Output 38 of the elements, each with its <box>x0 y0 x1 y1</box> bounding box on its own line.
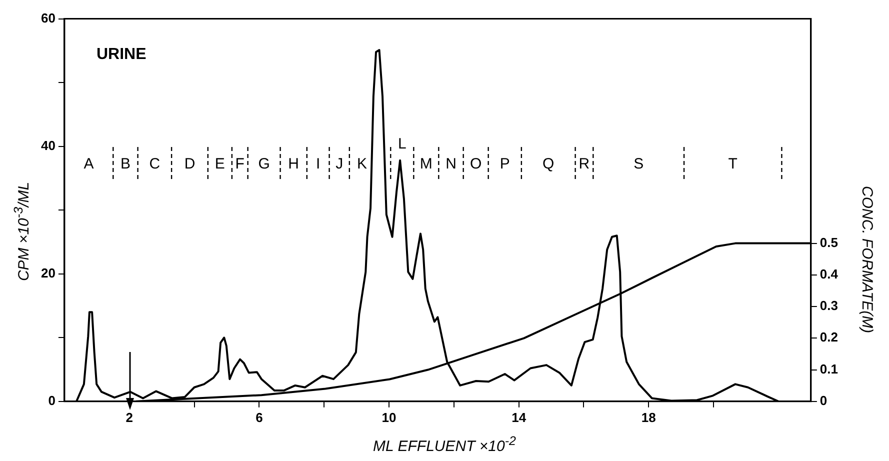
annotation: O <box>470 155 482 172</box>
annotation: C <box>149 155 160 172</box>
x-tick-label: 18 <box>641 410 656 425</box>
y2-tick-label: 0.1 <box>820 361 838 376</box>
annotation: G <box>258 155 270 172</box>
y-tick-label: 40 <box>40 138 56 153</box>
y2-tick-label: 0.2 <box>820 330 838 345</box>
y2-axis-title: CONC. FORMATE(M) <box>858 185 876 333</box>
annotation: L <box>398 135 406 152</box>
x-tick-label: 6 <box>256 410 263 425</box>
annotation: E <box>214 155 225 172</box>
annotation: S <box>634 155 644 172</box>
x-tick-label: 14 <box>512 410 527 425</box>
y-tick-label: 20 <box>40 265 56 280</box>
annotation: J <box>336 155 344 172</box>
x-tick-label: 10 <box>382 410 396 425</box>
y2-tick-label: 0.5 <box>820 234 838 250</box>
annotation: H <box>288 155 300 172</box>
annotation: M <box>420 155 432 172</box>
x-axis-title: ML EFFLUENT ×10$^{-2}$ <box>372 434 517 455</box>
x-tick-label: 2 <box>126 410 133 425</box>
annotation: K <box>357 155 368 172</box>
y-tick-label: 60 <box>40 10 56 26</box>
annotation: R <box>578 155 590 172</box>
annotation: A <box>84 155 94 172</box>
y-tick-label: 0 <box>48 392 56 408</box>
y2-tick-label: 0.3 <box>820 298 838 314</box>
annotation: URINE <box>96 46 147 64</box>
annotation: B <box>120 155 130 172</box>
annotation: Q <box>542 155 554 172</box>
y2-tick-label: 0.4 <box>820 266 839 282</box>
annotation: N <box>446 155 456 172</box>
y2-tick-label: 0 <box>820 392 828 408</box>
annotation: I <box>316 155 320 172</box>
annotation: F <box>235 155 244 172</box>
annotation: P <box>500 155 510 172</box>
annotation: D <box>184 155 196 172</box>
annotation: T <box>728 155 738 172</box>
